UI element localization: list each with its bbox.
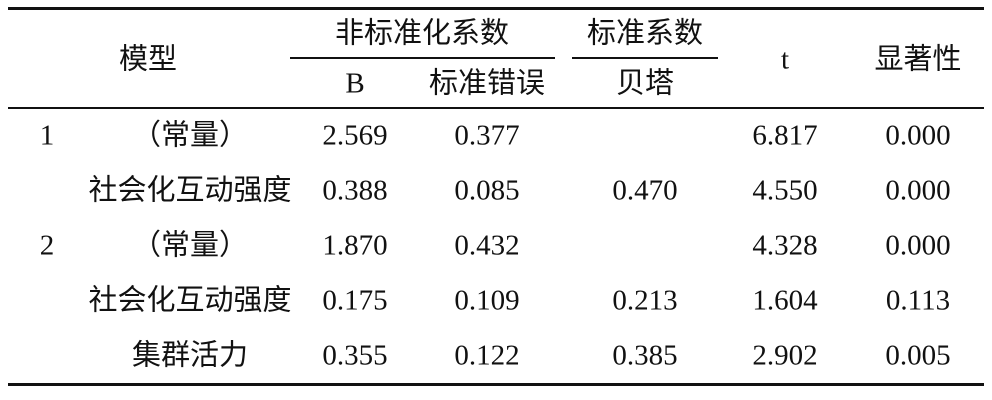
row-label: （常量） (131, 119, 249, 152)
row-label: 社会化互动强度 (88, 284, 292, 317)
cell: 6.817 (752, 119, 818, 152)
cell: 1.870 (322, 229, 388, 262)
header-rule (8, 107, 984, 109)
cell: 2.902 (752, 339, 818, 372)
row-label: 社会化互动强度 (88, 174, 292, 207)
header-cell: 模型 (118, 43, 178, 76)
cell: 0.377 (454, 119, 520, 152)
cell: 0.470 (612, 174, 678, 207)
cell: 0.000 (885, 229, 951, 262)
cell: 0.113 (885, 284, 951, 317)
cell: 4.550 (752, 174, 818, 207)
cell: 0.385 (612, 339, 678, 372)
cell: 0.000 (885, 174, 951, 207)
row-label: （常量） (131, 229, 249, 262)
group-rule (290, 57, 555, 59)
header-cell: t (780, 43, 790, 76)
cell: 0.085 (454, 174, 520, 207)
top-rule (8, 7, 984, 10)
cell: 0.000 (885, 119, 951, 152)
cell: 0.122 (454, 339, 520, 372)
header-cell: 非标准化系数 (334, 17, 510, 50)
cell: 0.175 (322, 284, 388, 317)
header-cell: 贝塔 (615, 67, 675, 100)
cell: 0.432 (454, 229, 520, 262)
row-label: 集群活力 (131, 339, 249, 372)
cell: 0.355 (322, 339, 388, 372)
group-rule (572, 57, 718, 59)
model-label: 1 (39, 119, 55, 152)
cell: 1.604 (752, 284, 818, 317)
cell: 4.328 (752, 229, 818, 262)
cell: 0.213 (612, 284, 678, 317)
header-cell: 标准系数 (586, 17, 704, 50)
cell: 0.109 (454, 284, 520, 317)
cell: 0.388 (322, 174, 388, 207)
cell: 2.569 (322, 119, 388, 152)
header-cell: B (345, 67, 365, 100)
model-label: 2 (39, 229, 55, 262)
header-cell: 显著性 (874, 43, 962, 76)
bottom-rule (8, 383, 984, 386)
cell: 0.005 (885, 339, 951, 372)
header-cell: 标准错误 (428, 67, 546, 100)
